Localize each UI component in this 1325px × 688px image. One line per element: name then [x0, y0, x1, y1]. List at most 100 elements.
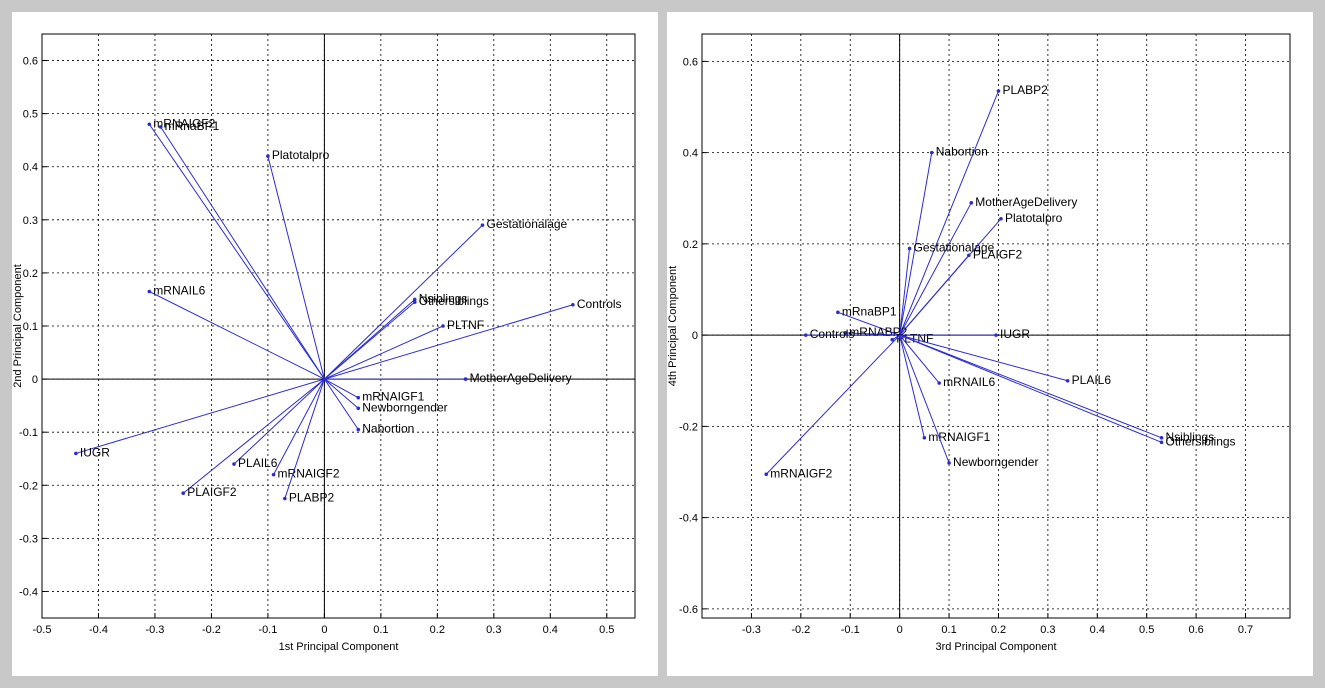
y-tick-label: 0: [692, 330, 698, 342]
loading-vector: [324, 378, 359, 409]
loading-label: Platotalpro: [1005, 211, 1063, 225]
x-tick-label: -0.5: [33, 624, 52, 636]
loading-vector: [324, 301, 416, 380]
loading-point: [836, 310, 840, 315]
loading-vector: [267, 155, 325, 380]
loading-label: mRNAIGF2: [278, 467, 340, 481]
loading-point: [356, 395, 361, 400]
loading-vector: [273, 378, 325, 475]
loading-point: [947, 461, 951, 465]
loading-vector: [324, 325, 444, 380]
loading-label: Platotalpro: [272, 148, 330, 162]
loading-point: [74, 451, 78, 456]
loading-vector: [899, 334, 1068, 382]
loading-point: [1159, 440, 1164, 445]
loading-vector: [182, 378, 325, 494]
loading-point: [937, 381, 941, 385]
loading-point: [922, 435, 927, 440]
loading-label: IUGR: [1000, 327, 1030, 341]
biplot-panel-left: -0.5 -0.4 -0.3 -0.2 -0.1 0 0.1 0.2 0.3 0.4 0.5 -0.4…: [12, 12, 658, 676]
loading-vector: [899, 334, 950, 464]
loading-point: [147, 122, 152, 127]
loading-point: [266, 154, 270, 158]
y-tick-label: 0.1: [23, 321, 38, 333]
loading-point: [969, 201, 974, 205]
loading-point: [571, 302, 575, 307]
loading-label: Nsiblings: [419, 291, 468, 305]
loading-label: Newborngender: [953, 455, 1038, 469]
loading-label: Nabortion: [362, 422, 414, 436]
plot-frame: [701, 33, 1291, 619]
loading-label: mRNAIL6: [943, 375, 995, 389]
x-tick-label: -0.3: [145, 624, 164, 636]
loading-vector: [324, 378, 359, 399]
loading-point: [181, 491, 185, 496]
x-tick-label: 0.3: [1040, 624, 1055, 636]
biplot-1st-2nd-components: -0.5 -0.4 -0.3 -0.2 -0.1 0 0.1 0.2 0.3 0.4 0.5 -0.4…: [12, 33, 636, 653]
y-tick-label: 0.5: [23, 109, 38, 121]
loading-vector: [899, 334, 1162, 439]
loading-vector: [324, 224, 483, 380]
y-tick-label: 0.4: [23, 162, 38, 174]
loading-label: MotherAgeDelivery: [975, 195, 1077, 209]
loading-label: mRNAIGF2: [770, 466, 832, 480]
loading-point: [907, 246, 912, 251]
y-tick-label: -0.3: [19, 533, 38, 545]
loading-label: mRNAIGF2: [153, 116, 215, 130]
biplot-panel-right: -0.3 -0.2 -0.1 0 0.1 0.2 0.3 0.4 0.5 0.6 0.7 -0.6 -0…: [667, 12, 1313, 676]
loading-point: [843, 331, 848, 335]
loading-point: [999, 216, 1003, 221]
y-tick-label: -0.4: [19, 586, 38, 598]
loading-vector: [899, 254, 970, 336]
loading-label: MotherAgeDelivery: [470, 371, 572, 385]
y-tick-label: 0.4: [683, 148, 698, 160]
plot-area: -0.3 -0.2 -0.1 0 0.1 0.2 0.3 0.4 0.5 0.6 0.7 -0.6 -0…: [679, 33, 1291, 636]
loading-point: [480, 223, 485, 227]
x-tick-label: -0.1: [841, 624, 860, 636]
loading-label: Controls: [577, 297, 622, 311]
loading-vector: [899, 334, 940, 384]
loading-point: [232, 462, 236, 466]
loading-point: [967, 253, 971, 258]
y-tick-label: 0: [32, 374, 38, 386]
x-tick-label: -0.1: [258, 624, 277, 636]
loading-point: [1159, 435, 1164, 440]
x-tick-label: 0.1: [373, 624, 388, 636]
loading-label: Controls: [810, 327, 855, 341]
x-tick-label: -0.4: [89, 624, 108, 636]
loading-vector: [899, 248, 911, 336]
loading-point: [994, 333, 998, 337]
y-tick-label: -0.6: [679, 604, 698, 616]
loading-point: [764, 472, 769, 477]
y-tick-label: 0.6: [23, 56, 38, 68]
loading-point: [356, 406, 361, 411]
x-tick-label: 0: [321, 624, 327, 636]
loading-point: [147, 289, 152, 294]
loading-label: PLAIL6: [1072, 373, 1112, 387]
x-tick-label: 0.2: [430, 624, 445, 636]
loading-label: mRNAIGF1: [362, 390, 424, 404]
loading-vector: [899, 335, 925, 438]
loading-vector: [899, 152, 933, 336]
loading-point: [356, 427, 361, 432]
x-tick-label: 0.3: [486, 624, 501, 636]
loading-vector: [323, 378, 359, 430]
x-tick-label: 0.4: [543, 624, 558, 636]
loading-vector: [899, 90, 999, 336]
loading-point: [803, 333, 808, 337]
plot-area: -0.5 -0.4 -0.3 -0.2 -0.1 0 0.1 0.2 0.3 0.4 0.5 -0.4…: [19, 33, 636, 636]
x-tick-label: 0.7: [1238, 624, 1253, 636]
loading-label: PLTNF: [447, 318, 484, 332]
loading-vector: [899, 334, 1162, 443]
loading-label: PLAIL6: [238, 456, 278, 470]
x-tick-label: -0.2: [202, 624, 221, 636]
loading-label: PLAIGF2: [973, 247, 1023, 261]
loading-point: [412, 300, 417, 304]
x-tick-label: -0.3: [742, 624, 761, 636]
x-tick-label: 0.4: [1090, 624, 1105, 636]
loading-label: PLABP2: [1002, 83, 1048, 97]
biplot-3rd-4th-components: -0.3 -0.2 -0.1 0 0.1 0.2 0.3 0.4 0.5 0.6 0.7 -0.6 -0…: [667, 33, 1291, 653]
loading-label: Nsiblings: [1166, 430, 1215, 444]
loading-label: Nabortion: [936, 145, 988, 159]
y-tick-label: 0.6: [683, 56, 698, 68]
